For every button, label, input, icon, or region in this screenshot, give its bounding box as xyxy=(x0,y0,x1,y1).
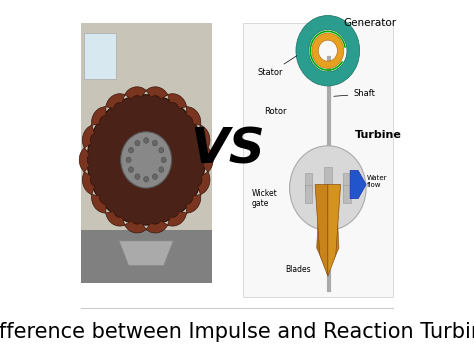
Wedge shape xyxy=(125,87,146,99)
FancyBboxPatch shape xyxy=(81,230,211,283)
Polygon shape xyxy=(350,170,366,199)
FancyBboxPatch shape xyxy=(324,192,332,209)
Wedge shape xyxy=(312,33,344,68)
FancyBboxPatch shape xyxy=(81,22,211,230)
Circle shape xyxy=(161,157,166,163)
FancyBboxPatch shape xyxy=(343,173,351,191)
Wedge shape xyxy=(125,221,146,233)
FancyBboxPatch shape xyxy=(324,167,332,185)
Wedge shape xyxy=(198,125,210,148)
Text: Stator: Stator xyxy=(258,56,297,77)
Wedge shape xyxy=(146,221,168,233)
FancyBboxPatch shape xyxy=(305,185,312,203)
Circle shape xyxy=(128,147,134,153)
Wedge shape xyxy=(198,172,210,195)
Text: Turbine: Turbine xyxy=(355,130,402,140)
FancyBboxPatch shape xyxy=(305,173,312,191)
Circle shape xyxy=(159,167,164,173)
Wedge shape xyxy=(82,125,95,148)
Circle shape xyxy=(135,140,140,146)
Wedge shape xyxy=(106,94,125,108)
FancyBboxPatch shape xyxy=(343,185,351,203)
Polygon shape xyxy=(317,188,326,266)
Circle shape xyxy=(135,174,140,180)
Circle shape xyxy=(152,140,157,146)
Wedge shape xyxy=(82,172,95,195)
Wedge shape xyxy=(186,107,201,125)
Text: Generator: Generator xyxy=(344,17,397,28)
FancyBboxPatch shape xyxy=(243,22,393,297)
Wedge shape xyxy=(167,94,187,108)
Circle shape xyxy=(126,157,131,163)
Circle shape xyxy=(128,167,134,173)
Text: Shaft: Shaft xyxy=(334,89,375,98)
Polygon shape xyxy=(328,185,341,276)
Wedge shape xyxy=(91,107,106,125)
Wedge shape xyxy=(106,212,125,226)
Wedge shape xyxy=(296,16,360,86)
Polygon shape xyxy=(315,185,328,276)
Wedge shape xyxy=(203,148,213,172)
Text: Blades: Blades xyxy=(285,264,310,274)
Wedge shape xyxy=(79,148,90,172)
Text: VS: VS xyxy=(190,125,265,173)
Wedge shape xyxy=(167,212,187,226)
Wedge shape xyxy=(146,87,168,99)
Wedge shape xyxy=(91,195,106,213)
FancyBboxPatch shape xyxy=(84,33,116,79)
Circle shape xyxy=(144,138,149,143)
Polygon shape xyxy=(329,188,339,266)
Text: Difference between Impulse and Reaction Turbine: Difference between Impulse and Reaction … xyxy=(0,322,474,343)
Wedge shape xyxy=(186,195,201,213)
Circle shape xyxy=(144,176,149,182)
Polygon shape xyxy=(119,241,173,266)
Circle shape xyxy=(152,174,157,180)
Text: Wicket
gate: Wicket gate xyxy=(251,189,277,208)
Text: Rotor: Rotor xyxy=(264,107,287,116)
Circle shape xyxy=(290,146,366,230)
Circle shape xyxy=(87,95,205,225)
Circle shape xyxy=(121,132,172,188)
Circle shape xyxy=(159,147,164,153)
Text: Water
flow: Water flow xyxy=(367,175,388,187)
